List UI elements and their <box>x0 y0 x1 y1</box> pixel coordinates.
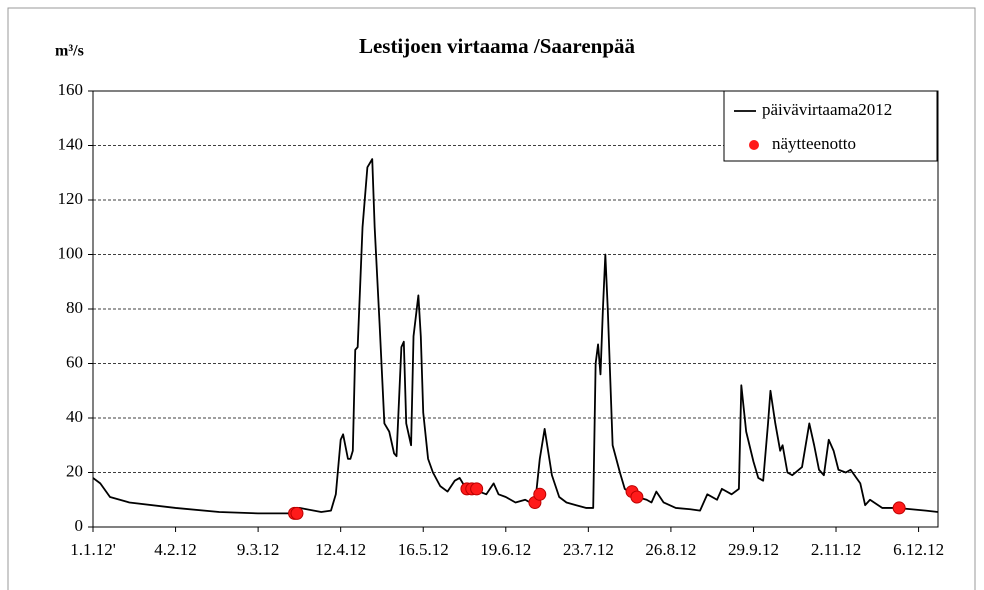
x-tick-label: 6.12.12 <box>893 540 944 559</box>
y-tick-label: 40 <box>66 407 83 426</box>
y-axis-unit: m³/s <box>55 43 84 60</box>
x-tick-label: 16.5.12 <box>398 540 449 559</box>
y-tick-label: 140 <box>58 134 84 153</box>
legend-label: päivävirtaama2012 <box>762 100 892 119</box>
x-tick-label: 9.3.12 <box>237 540 280 559</box>
x-tick-label: 29.9.12 <box>728 540 779 559</box>
frame <box>7 7 976 590</box>
y-tick-label: 20 <box>66 461 83 480</box>
x-tick-label: 23.7.12 <box>563 540 614 559</box>
legend-label: näytteenotto <box>772 134 856 153</box>
x-tick-label: 26.8.12 <box>645 540 696 559</box>
flow-line <box>92 158 939 515</box>
sample-point <box>290 506 304 520</box>
y-tick-label: 120 <box>58 189 84 208</box>
sample-point <box>630 490 644 504</box>
x-tick-label: 19.6.12 <box>480 540 531 559</box>
chart-title: Lestijoen virtaama /Saarenpää <box>359 34 636 58</box>
y-tick-label: 160 <box>58 80 84 99</box>
y-tick-label: 80 <box>66 298 83 317</box>
x-tick-label: 4.2.12 <box>154 540 197 559</box>
y-tick-label: 0 <box>75 516 84 535</box>
sample-point <box>533 487 547 501</box>
legend-dot <box>749 140 759 150</box>
x-tick-label: 1.1.12' <box>70 540 116 559</box>
legend-box <box>723 90 938 162</box>
x-tick-label: 12.4.12 <box>315 540 366 559</box>
sample-point <box>892 501 906 515</box>
y-tick-label: 100 <box>58 243 84 262</box>
y-tick-label: 60 <box>66 352 83 371</box>
sample-point <box>470 482 484 496</box>
plot-area <box>92 90 939 528</box>
x-tick-label: 2.11.12 <box>811 540 861 559</box>
